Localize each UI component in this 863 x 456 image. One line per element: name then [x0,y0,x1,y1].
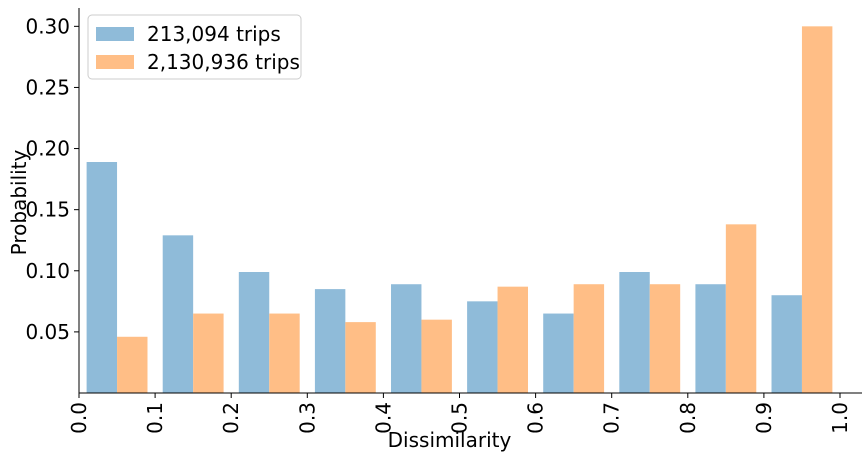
y-axis-label: Probability [7,149,31,255]
bar-series-1-bin-3 [238,272,270,393]
y-tick-label: 0.10 [25,259,70,283]
x-tick-label: 1.0 [828,402,852,434]
y-tick-label: 0.15 [25,198,70,222]
y-tick-label: 0.20 [25,137,70,161]
bar-series-2-bin-8 [649,284,681,393]
legend-label-series-2: 2,130,936 trips [147,50,300,74]
legend-swatch-series-2 [96,55,134,69]
bars-group [86,26,833,393]
legend: 213,094 trips 2,130,936 trips [87,14,302,80]
x-ticks-group: 0.0 0.1 0.2 0.3 0.4 0.5 0.6 0.7 0.8 0.9 1.0 [67,393,852,434]
bar-series-1-bin-9 [695,284,726,393]
bar-series-2-bin-10 [801,26,833,393]
x-tick-label: 0.9 [752,402,776,434]
x-tick-label: 0.1 [143,402,167,434]
bar-series-2-bin-1 [117,336,148,393]
y-tick-label: 0.05 [25,320,70,344]
x-tick-label: 0.6 [524,402,548,434]
bar-series-2-bin-9 [725,224,757,393]
bar-series-2-bin-6 [497,286,528,393]
bar-series-1-bin-4 [314,289,346,393]
x-tick-label: 0.5 [448,402,472,434]
x-axis-label: Dissimilarity [388,428,512,452]
x-tick-label: 0.3 [295,402,319,434]
legend-label-series-1: 213,094 trips [147,22,281,46]
bar-series-1-bin-10 [771,295,802,393]
bar-series-2-bin-3 [269,313,300,393]
bar-series-2-bin-7 [573,284,605,393]
legend-frame [87,14,302,80]
x-tick-label: 0.8 [676,402,700,434]
axes-group [78,8,862,394]
bar-series-1-bin-2 [162,235,194,393]
y-tick-label: 0.25 [25,75,70,99]
bar-series-1-bin-8 [619,272,650,393]
y-tick-label: 0.30 [25,14,70,38]
x-tick-label: 0.7 [600,402,624,434]
bar-series-1-bin-1 [86,162,118,393]
y-ticks-group: 0.05 0.10 0.15 0.20 0.25 0.30 [25,14,79,344]
bar-series-1-bin-5 [391,284,422,393]
legend-swatch-series-1 [96,27,134,41]
x-tick-label: 0.2 [219,402,243,434]
bar-series-2-bin-4 [345,322,376,393]
x-tick-label: 0.4 [371,402,395,434]
bar-series-1-bin-6 [467,301,498,393]
x-tick-label: 0.0 [67,402,91,434]
bar-series-2-bin-2 [193,313,224,393]
bar-series-2-bin-5 [421,319,452,393]
bar-series-1-bin-7 [543,313,574,393]
